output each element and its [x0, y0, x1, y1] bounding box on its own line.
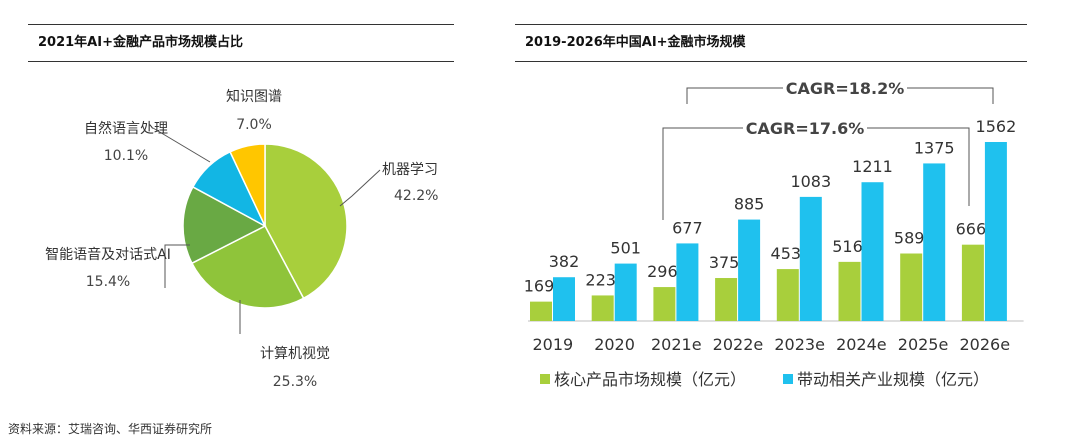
bar: [553, 277, 575, 321]
cagr-bracket: [686, 87, 783, 104]
leader-line: [164, 244, 190, 288]
bar-value-label: 677: [672, 218, 703, 237]
slice-value: 7.0%: [236, 117, 272, 133]
bar: [838, 261, 861, 321]
cagr-label: CAGR=17.6%: [746, 119, 865, 138]
slice-label: 知识图谱: [226, 88, 282, 105]
bar: [653, 287, 676, 321]
bar-value-label: 589: [894, 229, 925, 248]
bar-value-label: 169: [524, 277, 555, 296]
bar: [923, 163, 946, 321]
x-tick-label: 2025e: [898, 335, 949, 354]
pie-chart-title: 2021年AI+金融产品市场规模占比: [28, 24, 454, 62]
bar: [984, 141, 1007, 321]
slice-value: 25.3%: [273, 374, 317, 390]
slice-label: 机器学习: [382, 162, 438, 178]
x-tick-label: 2026e: [959, 335, 1010, 354]
bar-value-label: 296: [647, 262, 678, 281]
bar-value-label: 1562: [976, 117, 1017, 136]
leader-line: [339, 169, 381, 207]
legend-label: 核心产品市场规模（亿元）: [554, 370, 746, 389]
x-tick-label: 2022e: [713, 335, 764, 354]
bar: [530, 301, 552, 321]
bar-value-label: 453: [771, 244, 802, 263]
bar: [961, 244, 984, 321]
slice-value: 10.1%: [104, 148, 148, 164]
cagr-bracket: [907, 87, 994, 104]
bar-value-label: 885: [734, 195, 765, 214]
bar: [861, 182, 884, 321]
bar-value-label: 375: [709, 253, 740, 272]
pie-slice: [264, 143, 348, 300]
bar: [591, 295, 614, 321]
bar-value-label: 223: [585, 270, 616, 289]
bar: [900, 253, 923, 321]
cagr-bracket: [867, 127, 970, 206]
x-tick-label: 2021e: [651, 335, 702, 354]
x-tick-label: 2020: [594, 335, 635, 354]
bar: [776, 269, 799, 321]
slice-label: 自然语言处理: [84, 120, 168, 137]
bar: [715, 278, 738, 321]
bar-value-label: 382: [549, 252, 580, 271]
slice-label: 计算机视觉: [260, 346, 330, 362]
bar: [676, 243, 699, 321]
x-tick-label: 2023e: [774, 335, 825, 354]
bar-value-label: 1083: [790, 172, 831, 191]
x-tick-label: 2024e: [836, 335, 887, 354]
cagr-bracket: [662, 127, 743, 220]
slice-label: 智能语音及对话式AI: [45, 246, 171, 263]
x-tick-label: 2019: [532, 335, 573, 354]
bar-value-label: 501: [610, 239, 641, 258]
legend-swatch: [540, 374, 550, 384]
bar-value-label: 666: [956, 220, 987, 239]
bar-value-label: 1211: [852, 157, 893, 176]
bar: [738, 219, 761, 321]
legend-swatch: [783, 374, 793, 384]
bar: [614, 263, 637, 321]
legend-label: 带动相关产业规模（亿元）: [797, 370, 989, 389]
pie-slice: [229, 143, 266, 227]
leader-line: [152, 127, 211, 163]
cagr-label: CAGR=18.2%: [786, 79, 905, 98]
slice-value: 42.2%: [394, 188, 438, 204]
bar-value-label: 1375: [914, 138, 955, 157]
bar-chart-title: 2019-2026年中国AI+金融市场规模: [515, 24, 1027, 62]
pie-slice: [182, 185, 267, 265]
bar: [799, 196, 822, 321]
slice-value: 15.4%: [86, 274, 130, 290]
source-note: 资料来源：艾瑞咨询、华西证券研究所: [8, 422, 213, 436]
bar-value-label: 516: [832, 237, 863, 256]
